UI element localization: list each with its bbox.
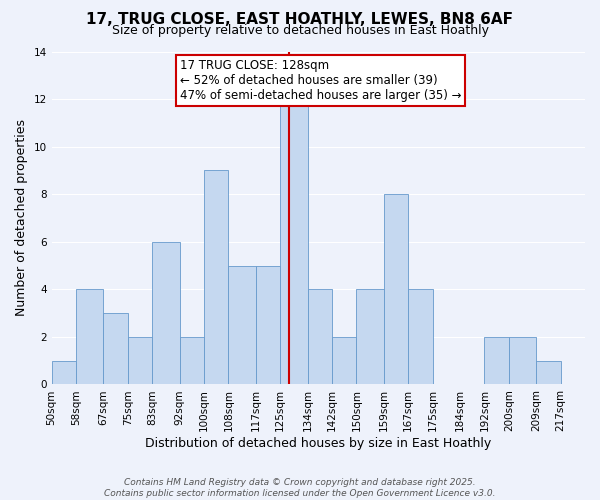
- Y-axis label: Number of detached properties: Number of detached properties: [15, 120, 28, 316]
- Text: 17, TRUG CLOSE, EAST HOATHLY, LEWES, BN8 6AF: 17, TRUG CLOSE, EAST HOATHLY, LEWES, BN8…: [86, 12, 514, 28]
- Bar: [356, 290, 384, 384]
- Bar: [128, 337, 152, 384]
- Bar: [408, 290, 433, 384]
- Bar: [52, 360, 76, 384]
- Text: Contains HM Land Registry data © Crown copyright and database right 2025.
Contai: Contains HM Land Registry data © Crown c…: [104, 478, 496, 498]
- Bar: [256, 266, 280, 384]
- Bar: [103, 313, 128, 384]
- Bar: [179, 337, 204, 384]
- Bar: [280, 99, 308, 384]
- Text: Size of property relative to detached houses in East Hoathly: Size of property relative to detached ho…: [112, 24, 488, 37]
- Bar: [204, 170, 229, 384]
- Bar: [308, 290, 332, 384]
- Text: 17 TRUG CLOSE: 128sqm
← 52% of detached houses are smaller (39)
47% of semi-deta: 17 TRUG CLOSE: 128sqm ← 52% of detached …: [179, 58, 461, 102]
- Bar: [229, 266, 256, 384]
- Bar: [384, 194, 408, 384]
- Bar: [536, 360, 560, 384]
- Bar: [509, 337, 536, 384]
- Bar: [76, 290, 103, 384]
- Bar: [332, 337, 356, 384]
- X-axis label: Distribution of detached houses by size in East Hoathly: Distribution of detached houses by size …: [145, 437, 491, 450]
- Bar: [484, 337, 509, 384]
- Bar: [152, 242, 179, 384]
